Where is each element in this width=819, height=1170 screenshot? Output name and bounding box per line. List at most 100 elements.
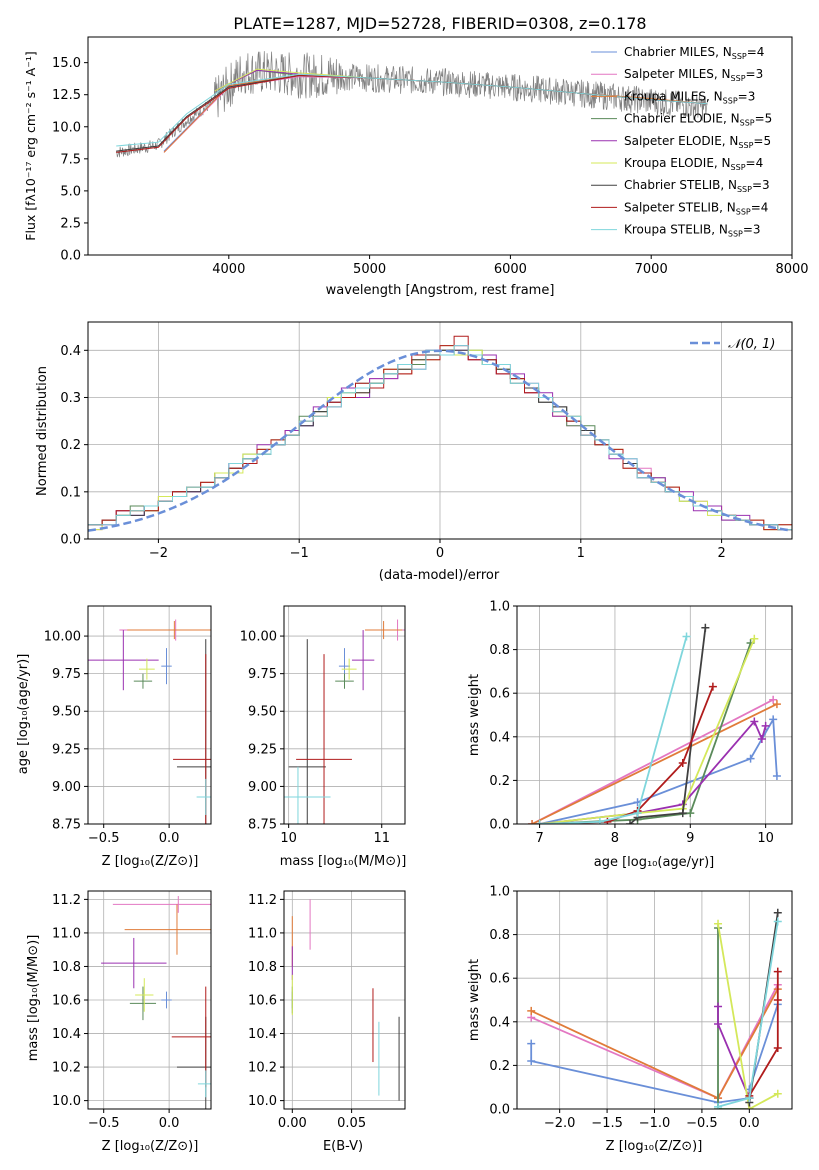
spectrum-ytick-label: 15.0 <box>52 56 81 71</box>
weight-line <box>539 686 714 824</box>
spectrum-xtick-label: 5000 <box>353 262 386 277</box>
ebv-mass-xtick-label: 0.05 <box>337 1116 366 1131</box>
Z-weight-ytick-label: 0.2 <box>489 1059 510 1074</box>
Z-mass-ytick-label: 10.0 <box>52 1094 81 1109</box>
weight-marker <box>769 715 778 724</box>
weight-marker <box>527 1039 536 1048</box>
Z-weight-ytick-label: 0.8 <box>489 928 510 943</box>
weight-line <box>629 627 707 824</box>
Z-mass-point <box>135 978 154 1012</box>
spectrum-xlabel: wavelength [Angstrom, rest frame] <box>326 283 555 298</box>
residuals-xtick-label: 0 <box>436 546 444 561</box>
ebv-mass-ytick-label: 10.2 <box>248 1061 277 1076</box>
Z-mass-ytick-label: 11.2 <box>52 893 81 908</box>
panel-frame <box>87 36 793 256</box>
Z-weight-ytick-label: 1.0 <box>489 885 510 900</box>
weight-marker <box>773 908 782 917</box>
ebv-mass-xtick-label: 0.00 <box>278 1116 307 1131</box>
weight-line <box>717 928 750 1109</box>
weight-marker <box>745 1094 754 1103</box>
age-weight-series <box>528 700 781 824</box>
weight-marker <box>528 820 537 824</box>
z-age-xlabel: Z [log₁₀(Z/Z⊙)] <box>102 854 199 869</box>
weight-marker <box>626 820 635 824</box>
z-mass-ylabel: mass [log₁₀(M/M⊙)] <box>26 935 41 1062</box>
ebv-mass-ytick-label: 11.0 <box>248 926 277 941</box>
weight-marker <box>773 917 782 926</box>
panel-frame <box>516 605 793 825</box>
Z-mass-ytick-label: 10.6 <box>52 994 81 1009</box>
spectrum-ytick-label: 5.0 <box>60 184 81 199</box>
ebv-mass-ytick-label: 11.2 <box>248 893 277 908</box>
ebv-mass-plot-area <box>291 899 400 1101</box>
residuals-plot-area <box>88 335 792 532</box>
legend-label: 𝒩(0, 1) <box>728 337 775 352</box>
mass-age-xtick-label: 10 <box>280 831 297 846</box>
Z-age-plot-area <box>88 619 211 824</box>
Z-age-ytick-label: 9.00 <box>52 780 81 795</box>
weight-marker <box>750 717 759 726</box>
Z-age-ytick-label: 8.75 <box>52 818 81 833</box>
Z-weight-xtick-label: −1.5 <box>591 1116 623 1131</box>
ebv-mass-axes: 0.00 0.05 10.0 10.2 10.4 10.6 10.8 11.0 11.2 <box>248 891 405 1131</box>
weight-line <box>748 971 779 1097</box>
legend-label: Kroupa ELODIE, NSSP=4 <box>624 156 763 172</box>
spectrum-ytick-label: 2.5 <box>60 216 81 231</box>
spectrum-xtick-label: 4000 <box>212 262 245 277</box>
Z-weight-ytick-label: 0.4 <box>489 1015 510 1030</box>
weight-marker <box>708 682 717 691</box>
Z-weight-ytick-label: 0.0 <box>489 1103 510 1118</box>
spectrum-ytick-label: 12.5 <box>52 88 81 103</box>
spectrum-axes: 4000 5000 6000 7000 8000 0.0 2.5 5.0 7.5 10.0 12.5… <box>52 56 809 277</box>
age-weight-ylabel: mass weight <box>467 674 482 756</box>
legend-label: Chabrier ELODIE, NSSP=5 <box>624 112 772 128</box>
weight-marker <box>714 1002 723 1011</box>
legend-label: Salpeter STELIB, NSSP=4 <box>624 200 768 216</box>
weight-marker <box>746 754 755 763</box>
age-weight-ytick-label: 0.6 <box>489 687 510 702</box>
Z-age-ytick-label: 10.00 <box>44 630 81 645</box>
Z-mass-point <box>161 991 172 1009</box>
mass-age-ytick-label: 9.00 <box>248 780 277 795</box>
spectrum-xtick-label: 7000 <box>635 262 668 277</box>
mass-age-plot-area <box>284 619 405 824</box>
Z-weight-xtick-label: −1.0 <box>639 1116 671 1131</box>
weight-line <box>539 642 752 824</box>
spectrum-ylabel: Flux [fλ10⁻¹⁷ erg cm⁻² s⁻¹ A⁻¹] <box>23 51 38 240</box>
residuals-xtick-label: −1 <box>290 546 309 561</box>
Z-age-point <box>139 658 155 680</box>
legend-label: Kroupa MILES, NSSP=3 <box>624 89 755 105</box>
mass-age-ytick-label: 9.75 <box>248 667 277 682</box>
weight-marker <box>773 1089 782 1098</box>
age-weight-plot-area <box>528 623 781 824</box>
Z-age-ytick-label: 9.75 <box>52 667 81 682</box>
spectrum-plot-area <box>115 51 708 158</box>
residuals-ytick-label: 0.4 <box>60 344 81 359</box>
Z-age-xtick-label: −0.5 <box>88 831 120 846</box>
age-weight-ytick-label: 0.2 <box>489 774 510 789</box>
age-weight-ytick-label: 0.0 <box>489 818 510 833</box>
Z-age-xtick-label: 0.0 <box>159 831 180 846</box>
mass-age-point <box>296 654 352 824</box>
Z-weight-xtick-label: −0.5 <box>686 1116 718 1131</box>
weight-marker <box>686 809 695 818</box>
Z-mass-point <box>124 904 211 955</box>
mass-age-point <box>288 639 326 824</box>
residuals-ytick-label: 0.3 <box>60 391 81 406</box>
legend-label: Chabrier MILES, NSSP=4 <box>624 45 764 61</box>
age-weight-xlabel: age [log₁₀(age/yr)] <box>594 855 715 870</box>
weight-marker <box>757 734 766 743</box>
weight-marker <box>682 632 691 641</box>
weight-line <box>717 923 779 1109</box>
ebv-mass-ytick-label: 10.4 <box>248 1027 277 1042</box>
residuals-ylabel: Normed distribution <box>35 366 50 496</box>
weight-marker <box>527 1057 536 1066</box>
spectrum-xtick-label: 6000 <box>494 262 527 277</box>
Z-weight-xtick-label: 0.0 <box>739 1116 760 1131</box>
residuals-xtick-label: −2 <box>149 546 168 561</box>
legend-label: Salpeter MILES, NSSP=3 <box>624 67 763 83</box>
residuals-ytick-label: 0.1 <box>60 485 81 500</box>
age-weight-series <box>535 632 691 824</box>
panel-frame <box>87 605 212 825</box>
Z-age-ytick-label: 9.50 <box>52 705 81 720</box>
